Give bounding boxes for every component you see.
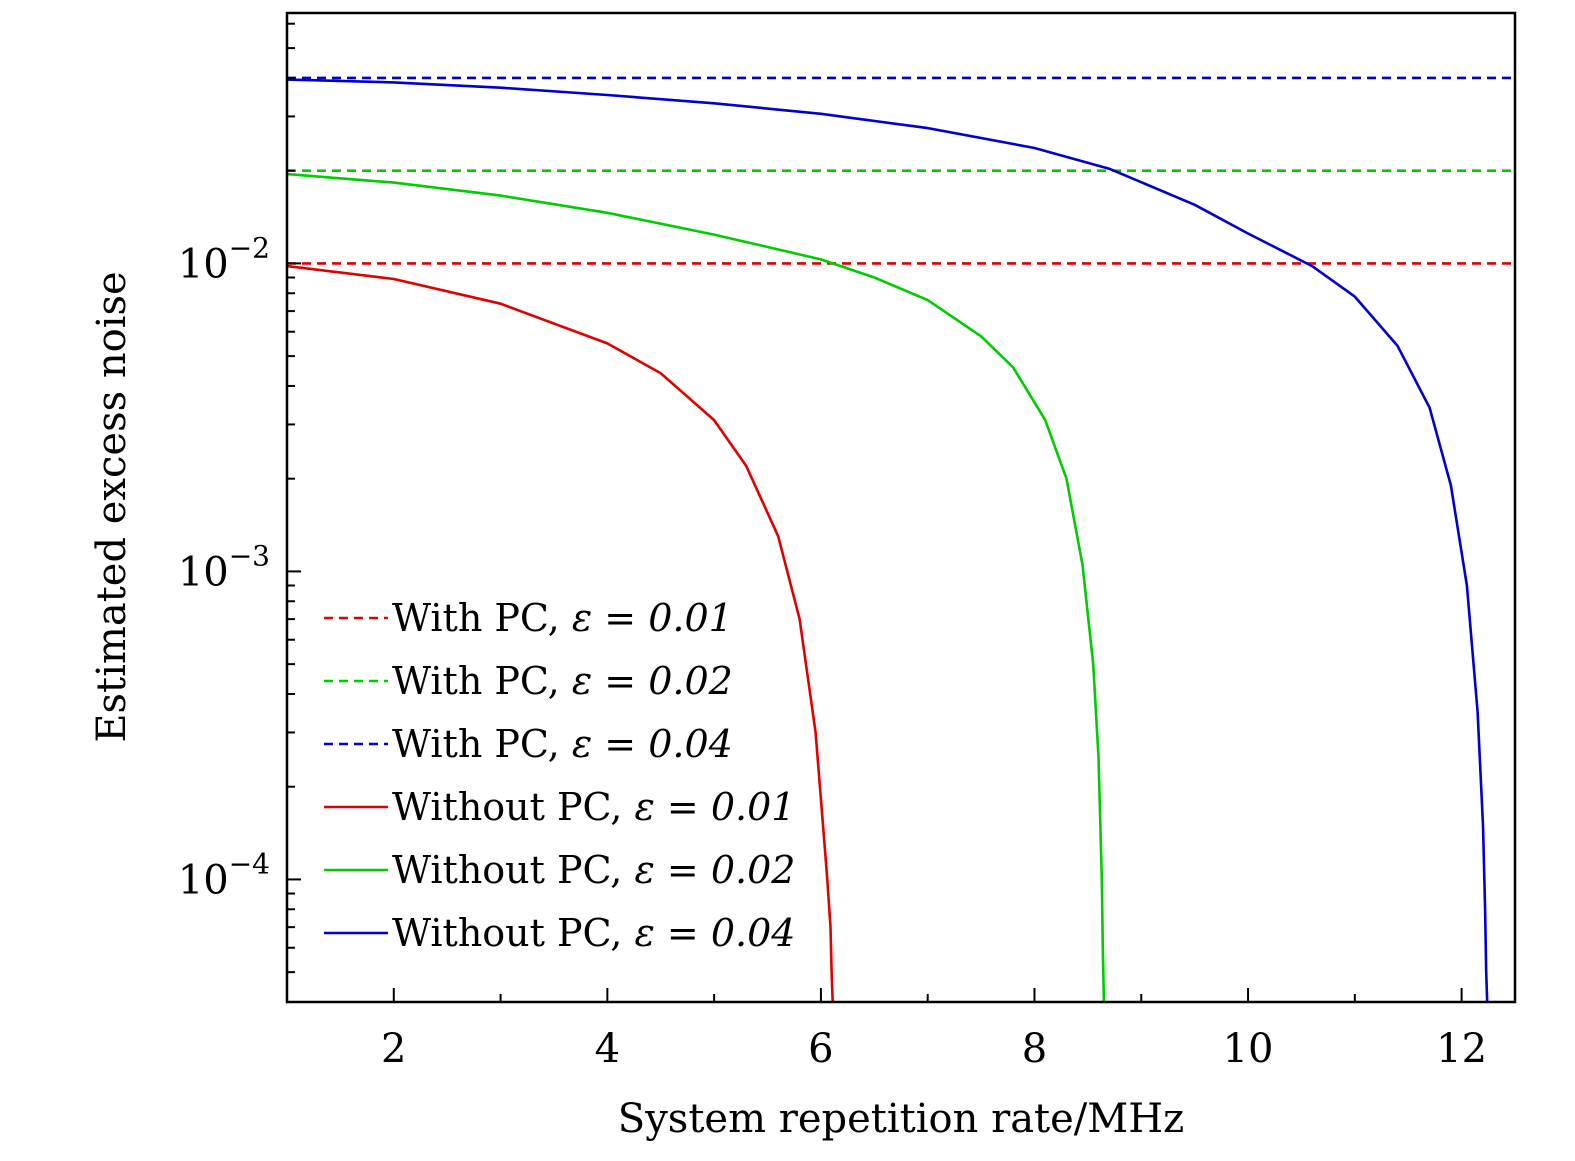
series-line-5 — [287, 172, 1106, 1002]
x-tick-label: 12 — [1436, 1026, 1487, 1072]
y-axis-title: Estimated excess noise — [89, 271, 135, 742]
legend-item: With PC, ε = 0.01 — [324, 596, 733, 640]
y-axis: 10−4 10−3 10−2 — [178, 22, 301, 1003]
legend-item: Without PC, ε = 0.02 — [324, 848, 795, 892]
x-axis: 2 4 6 8 10 12 — [286, 988, 1487, 1072]
legend-label: With PC, ε = 0.02 — [392, 659, 733, 703]
legend-item: Without PC, ε = 0.01 — [324, 785, 795, 829]
legend-label: Without PC, ε = 0.04 — [392, 911, 795, 955]
series-line-6 — [287, 78, 1489, 1002]
legend-item: Without PC, ε = 0.04 — [324, 911, 795, 955]
y-tick-label: 10−4 — [178, 847, 270, 903]
legend-label: Without PC, ε = 0.02 — [392, 848, 795, 892]
legend-item: With PC, ε = 0.02 — [324, 659, 733, 703]
plot-frame — [285, 11, 1517, 1004]
x-tick-label: 2 — [381, 1026, 406, 1072]
legend-label: Without PC, ε = 0.01 — [392, 785, 795, 829]
legend-label: With PC, ε = 0.04 — [392, 722, 733, 766]
series-layer — [287, 76, 1515, 1002]
x-tick-label: 4 — [595, 1026, 620, 1072]
legend-label: With PC, ε = 0.01 — [392, 596, 733, 640]
legend: With PC, ε = 0.01 With PC, ε = 0.02 With P… — [324, 596, 795, 955]
series-line-4 — [287, 264, 834, 1002]
x-tick-label: 8 — [1022, 1026, 1047, 1072]
legend-item: With PC, ε = 0.04 — [324, 722, 733, 766]
y-tick-label: 10−3 — [178, 539, 270, 595]
y-tick-label: 10−2 — [178, 231, 270, 287]
x-tick-label: 10 — [1223, 1026, 1274, 1072]
x-tick-label: 6 — [808, 1026, 833, 1072]
x-axis-title: System repetition rate/MHz — [618, 1096, 1184, 1142]
